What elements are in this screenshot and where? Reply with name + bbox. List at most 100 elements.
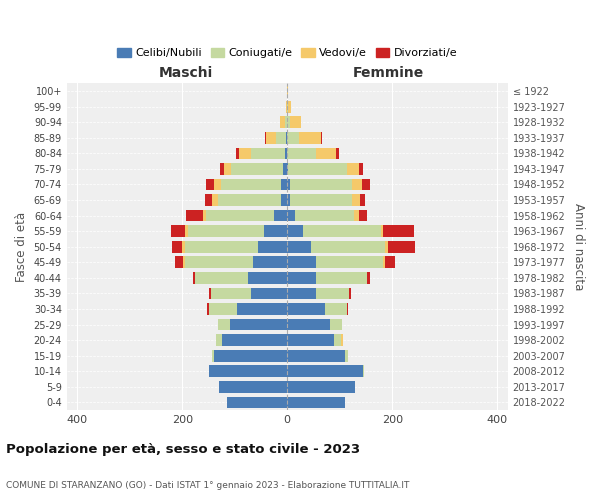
Bar: [362, 178, 370, 190]
Bar: [288, 163, 347, 175]
Bar: [263, 226, 287, 237]
Bar: [171, 226, 185, 237]
Bar: [287, 381, 355, 392]
Bar: [325, 303, 347, 315]
Bar: [287, 178, 290, 190]
Bar: [236, 148, 239, 159]
Bar: [352, 178, 362, 190]
Bar: [209, 288, 211, 300]
Bar: [287, 241, 311, 252]
Bar: [203, 210, 206, 222]
Bar: [286, 101, 287, 112]
Bar: [334, 334, 341, 346]
Bar: [287, 256, 316, 268]
Bar: [316, 288, 349, 300]
Bar: [287, 366, 364, 377]
Bar: [299, 132, 321, 143]
Bar: [207, 303, 209, 315]
Bar: [287, 210, 295, 222]
Bar: [336, 148, 338, 159]
Bar: [354, 210, 359, 222]
Bar: [238, 303, 287, 315]
Bar: [284, 148, 287, 159]
Bar: [283, 163, 287, 175]
Bar: [187, 210, 203, 222]
Bar: [286, 132, 287, 143]
Bar: [359, 163, 363, 175]
Bar: [287, 101, 288, 112]
Bar: [205, 194, 212, 206]
Bar: [383, 256, 385, 268]
Bar: [209, 303, 238, 315]
Bar: [290, 194, 352, 206]
Bar: [287, 86, 288, 97]
Bar: [221, 178, 281, 190]
Bar: [274, 210, 287, 222]
Bar: [287, 318, 330, 330]
Bar: [230, 163, 283, 175]
Bar: [287, 163, 288, 175]
Bar: [347, 163, 359, 175]
Bar: [212, 194, 218, 206]
Text: Femmine: Femmine: [353, 66, 424, 80]
Bar: [185, 226, 188, 237]
Bar: [316, 272, 367, 283]
Bar: [287, 334, 334, 346]
Text: COMUNE DI STARANZANO (GO) - Dati ISTAT 1° gennaio 2023 - Elaborazione TUTTITALIA: COMUNE DI STARANZANO (GO) - Dati ISTAT 1…: [6, 480, 409, 490]
Bar: [280, 116, 284, 128]
Bar: [251, 148, 284, 159]
Bar: [380, 226, 383, 237]
Bar: [253, 256, 287, 268]
Bar: [316, 148, 336, 159]
Bar: [221, 334, 287, 346]
Bar: [265, 132, 266, 143]
Bar: [259, 241, 287, 252]
Bar: [321, 132, 322, 143]
Bar: [248, 272, 287, 283]
Bar: [330, 318, 342, 330]
Bar: [209, 366, 287, 377]
Bar: [196, 272, 248, 283]
Bar: [185, 256, 253, 268]
Bar: [345, 350, 347, 362]
Bar: [287, 194, 290, 206]
Bar: [172, 241, 182, 252]
Bar: [367, 272, 370, 283]
Bar: [287, 148, 316, 159]
Bar: [303, 226, 380, 237]
Bar: [182, 241, 185, 252]
Bar: [385, 241, 388, 252]
Bar: [227, 396, 287, 408]
Bar: [206, 210, 274, 222]
Bar: [220, 163, 224, 175]
Bar: [218, 318, 230, 330]
Bar: [175, 256, 184, 268]
Legend: Celibi/Nubili, Coniugati/e, Vedovi/e, Divorziati/e: Celibi/Nubili, Coniugati/e, Vedovi/e, Di…: [113, 43, 461, 62]
Bar: [287, 396, 345, 408]
Text: Maschi: Maschi: [159, 66, 213, 80]
Bar: [290, 116, 301, 128]
Bar: [359, 194, 365, 206]
Bar: [388, 241, 415, 252]
Bar: [275, 132, 286, 143]
Y-axis label: Anni di nascita: Anni di nascita: [572, 203, 585, 290]
Bar: [287, 288, 316, 300]
Bar: [217, 334, 221, 346]
Bar: [311, 241, 385, 252]
Bar: [219, 381, 287, 392]
Bar: [383, 226, 414, 237]
Bar: [288, 101, 291, 112]
Bar: [341, 334, 343, 346]
Bar: [287, 272, 316, 283]
Bar: [239, 148, 251, 159]
Bar: [224, 163, 230, 175]
Bar: [193, 272, 196, 283]
Bar: [218, 194, 281, 206]
Bar: [185, 241, 259, 252]
Bar: [287, 303, 325, 315]
Bar: [287, 132, 299, 143]
Bar: [287, 116, 290, 128]
Bar: [290, 178, 352, 190]
Text: Popolazione per età, sesso e stato civile - 2023: Popolazione per età, sesso e stato civil…: [6, 442, 360, 456]
Bar: [349, 288, 351, 300]
